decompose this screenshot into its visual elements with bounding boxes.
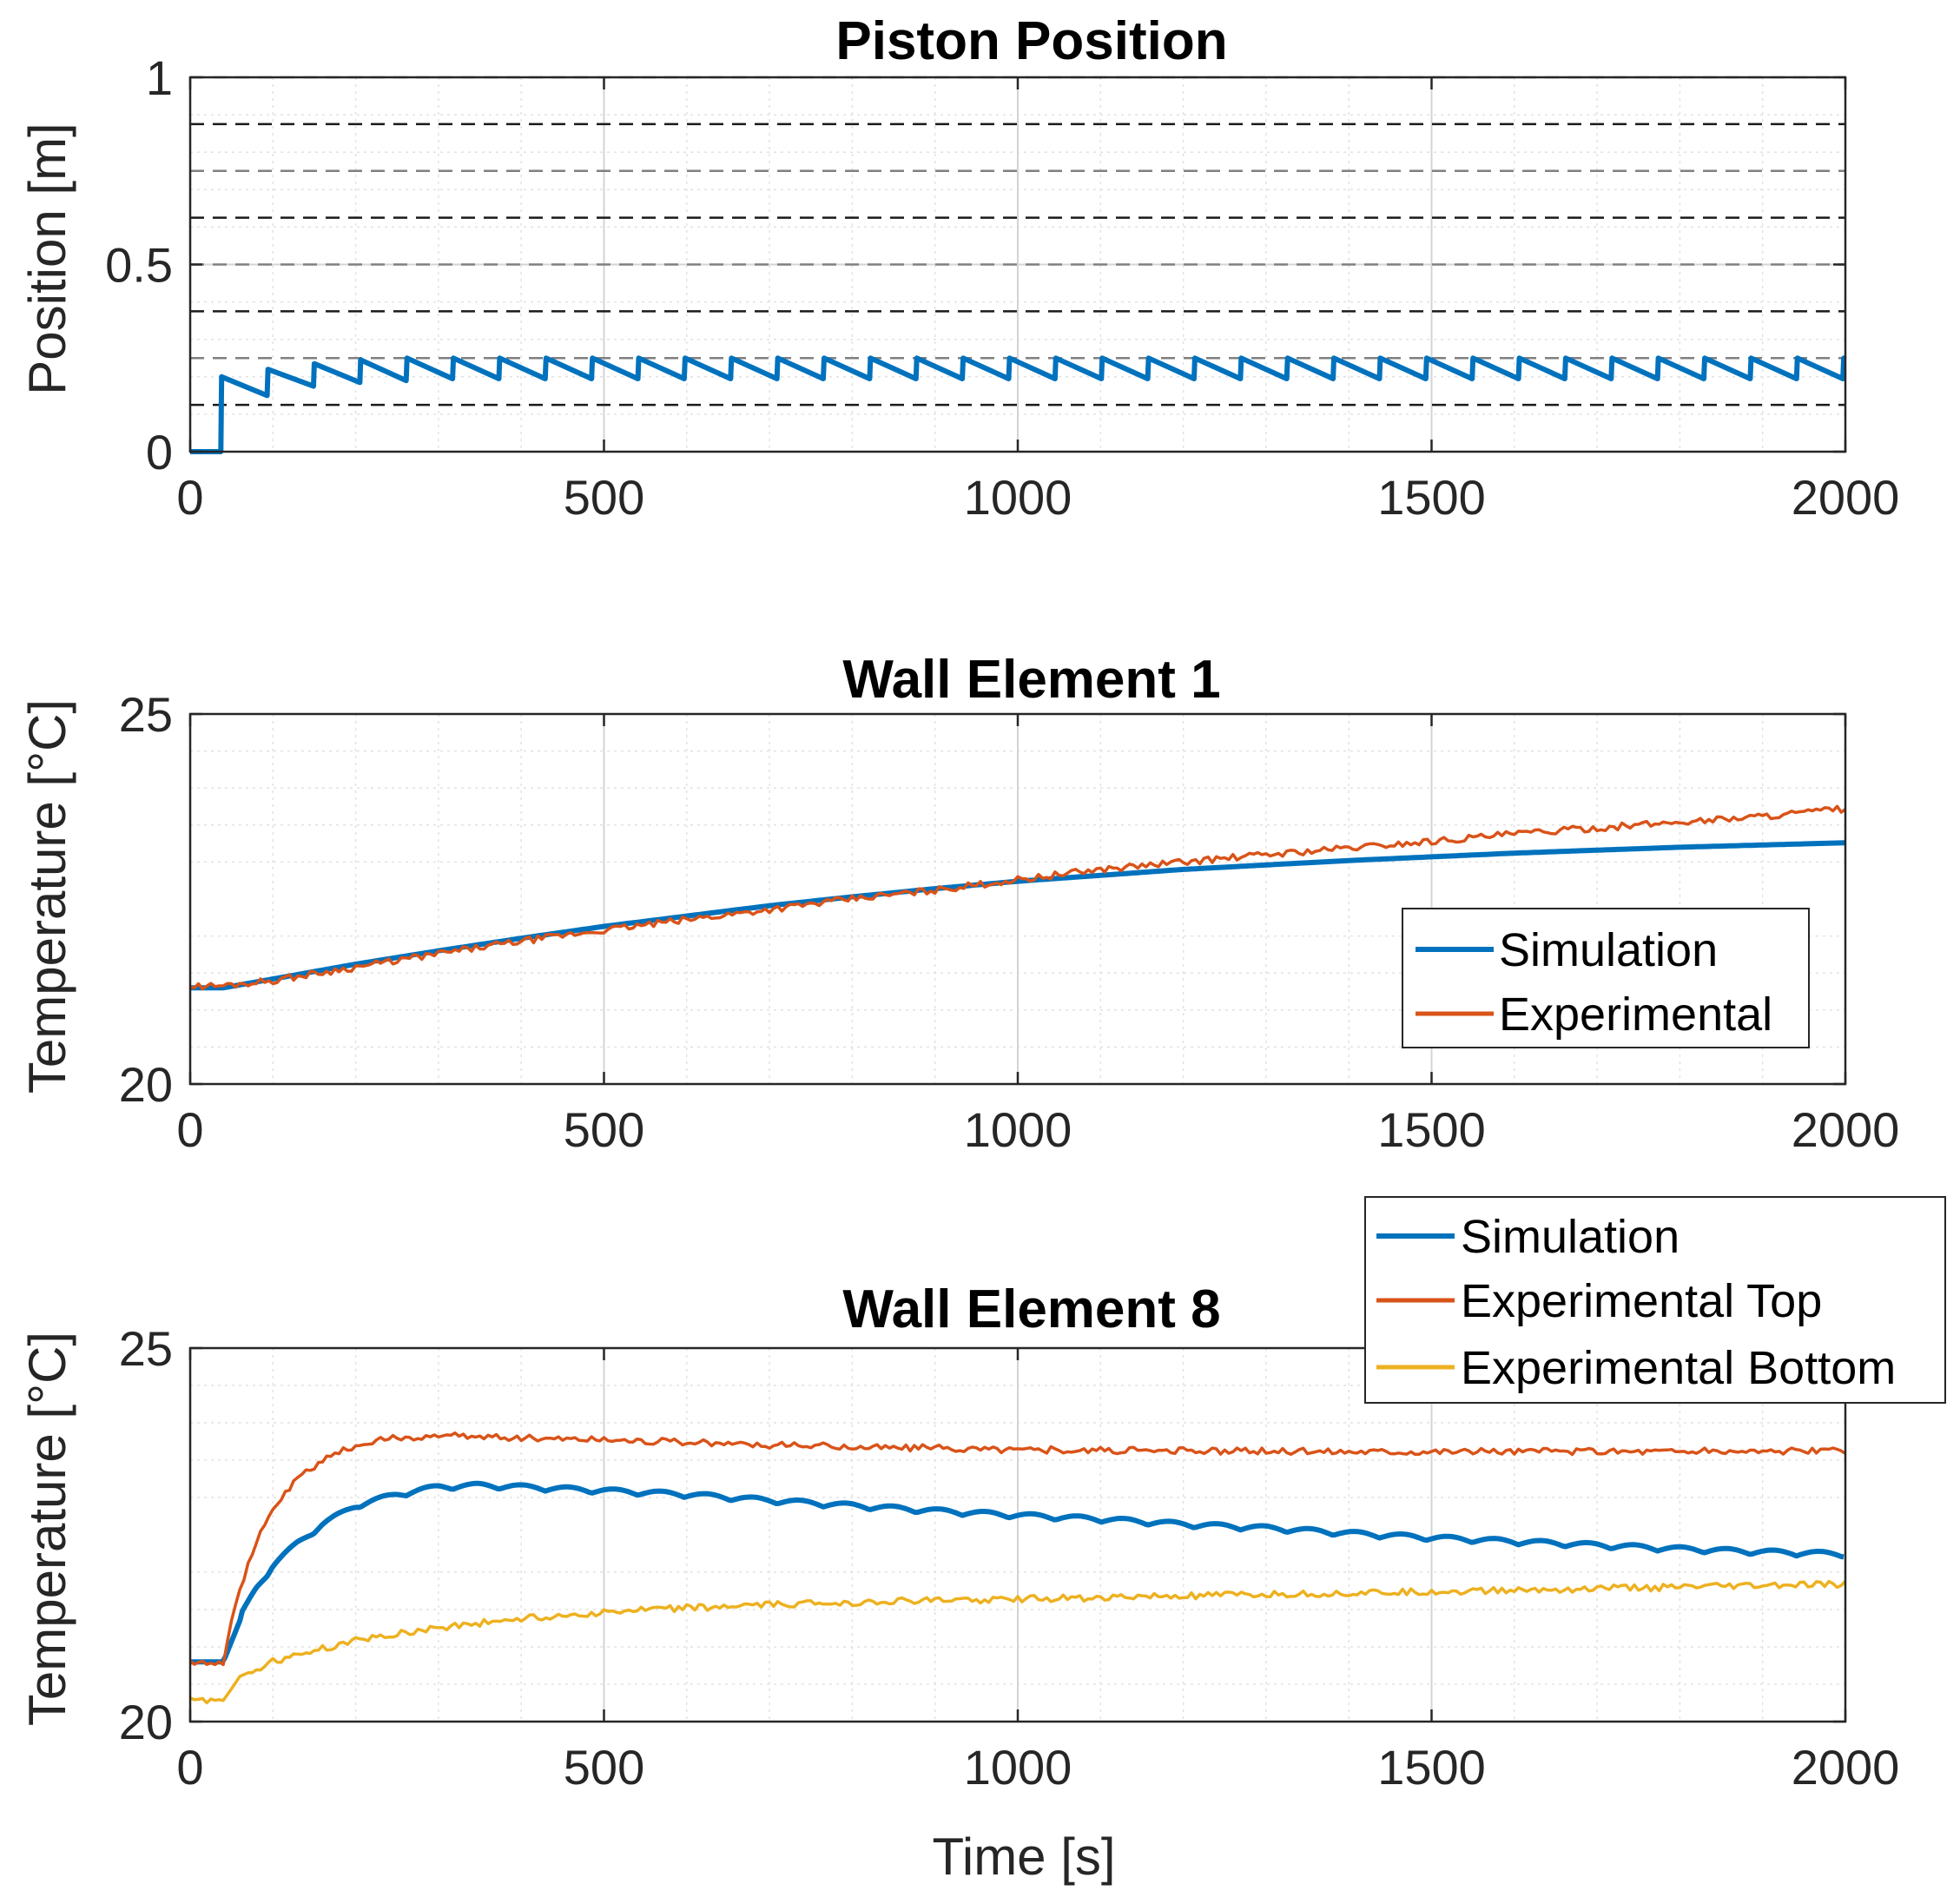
x-tick-label: 2000 bbox=[1792, 1740, 1900, 1795]
y-tick-label: 20 bbox=[119, 1057, 173, 1112]
series-line-experimental bbox=[189, 804, 1846, 991]
x-tick-label: 2000 bbox=[1792, 470, 1900, 525]
x-tick-label: 1000 bbox=[964, 1740, 1072, 1795]
x-tick-label: 1500 bbox=[1377, 470, 1486, 525]
y-tick-label: 20 bbox=[119, 1695, 173, 1749]
series-line-experimental-bottom bbox=[189, 1579, 1847, 1705]
x-axis-label: Time [s] bbox=[932, 1828, 1115, 1886]
x-tick-label: 1500 bbox=[1377, 1740, 1486, 1795]
legend-label-experimental: Experimental bbox=[1499, 988, 1772, 1041]
x-tick-label: 2000 bbox=[1792, 1102, 1900, 1157]
legend: Simulation Experimental bbox=[1402, 908, 1810, 1048]
x-tick-label: 0 bbox=[176, 1740, 203, 1795]
series-line-experimental-top bbox=[188, 1431, 1846, 1667]
series-line-simulation bbox=[189, 1480, 1845, 1665]
x-tick-label: 1000 bbox=[964, 470, 1072, 525]
x-tick-label: 500 bbox=[564, 1740, 644, 1795]
chart-title: Wall Element 1 bbox=[842, 650, 1220, 710]
chart-title: Wall Element 8 bbox=[842, 1279, 1220, 1339]
x-tick-label: 0 bbox=[176, 470, 203, 525]
y-axis-label: Temperature [°C] bbox=[18, 699, 76, 1094]
legend-label-experimental-bottom: Experimental Bottom bbox=[1461, 1342, 1896, 1394]
x-tick-label: 0 bbox=[176, 1102, 203, 1157]
x-tick-label: 500 bbox=[564, 1102, 644, 1157]
subplot-wall-element-8: 0 500 1000 1500 2000 20 25 Wall Element 8 Temp… bbox=[18, 1196, 1946, 1886]
legend-label-experimental-top: Experimental Top bbox=[1461, 1275, 1822, 1327]
y-tick-label: 25 bbox=[119, 1321, 173, 1376]
subplot-piston-position: 0 500 1000 1500 2000 0 0.5 1 Piston Position Po… bbox=[18, 11, 1899, 525]
x-tick-label: 1500 bbox=[1377, 1102, 1486, 1157]
y-axis-label: Temperature [°C] bbox=[18, 1332, 76, 1726]
subplot-wall-element-1: 0 500 1000 1500 2000 20 25 Wall Element 1 Temp… bbox=[18, 650, 1899, 1157]
legend-box bbox=[1364, 1196, 1946, 1404]
legend-label-simulation: Simulation bbox=[1461, 1211, 1680, 1263]
x-tick-label: 1000 bbox=[964, 1102, 1072, 1157]
y-tick-label: 0.5 bbox=[105, 238, 173, 293]
legend-box bbox=[1402, 908, 1810, 1048]
y-tick-label: 0 bbox=[146, 425, 173, 479]
x-tick-label: 500 bbox=[564, 470, 644, 525]
y-tick-label: 1 bbox=[146, 50, 173, 105]
legend: Simulation Experimental Top Experimental… bbox=[1364, 1196, 1946, 1404]
y-axis-label: Position [m] bbox=[18, 122, 76, 394]
legend-label-simulation: Simulation bbox=[1499, 924, 1718, 976]
y-tick-label: 25 bbox=[119, 687, 173, 742]
chart-title: Piston Position bbox=[835, 11, 1227, 71]
series-line-piston-position bbox=[190, 355, 1847, 454]
